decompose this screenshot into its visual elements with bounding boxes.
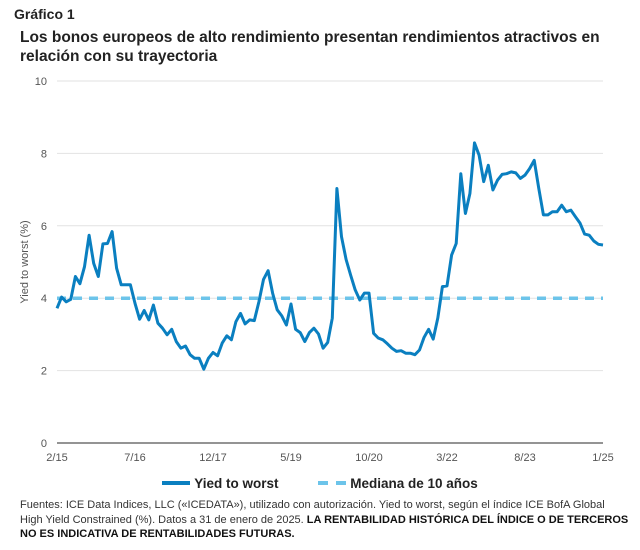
y-tick-label: 6: [41, 221, 47, 233]
x-tick-label: 12/17: [199, 452, 227, 464]
y-tick-label: 10: [35, 76, 47, 88]
footnote-text: Fuentes: ICE Data Indices, LLC («ICEDATA…: [20, 499, 605, 526]
y-tick-label: 8: [41, 148, 47, 160]
x-tick-label: 10/20: [355, 452, 383, 464]
legend-item-median: Mediana de 10 años: [318, 476, 478, 491]
legend: Yied to worst Mediana de 10 años: [0, 473, 640, 491]
x-tick-label: 5/19: [280, 452, 301, 464]
y-axis-label: Yied to worst (%): [19, 220, 31, 303]
chart-title: Los bonos europeos de alto rendimiento p…: [20, 29, 600, 65]
legend-label: Yied to worst: [194, 475, 279, 491]
x-tick-label: 2/15: [46, 452, 67, 464]
yield-to-worst-line: [55, 141, 604, 371]
legend-swatch-solid: [162, 481, 191, 485]
legend-item-ytw: Yied to worst: [162, 476, 278, 491]
line-chart: 0 2 4 6 8 10 2/15 7/16 12/17 5/19 10/20 3/22 8/23 1/2…: [19, 76, 614, 464]
x-tick-label: 3/22: [436, 452, 457, 464]
footnote-disclaimer: LA RENTABILIDAD HISTÓRICA DEL ÍNDICE O D…: [20, 513, 629, 541]
y-tick-label: 2: [41, 366, 47, 378]
x-tick-label: 8/23: [514, 452, 535, 464]
legend-swatch-dashed: [318, 481, 347, 485]
figure-label: Gráfico 1: [14, 6, 75, 22]
legend-label: Mediana de 10 años: [350, 475, 478, 491]
footnote: Fuentes: ICE Data Indices, LLC («ICEDATA…: [20, 498, 630, 542]
y-tick-label: 4: [41, 293, 47, 305]
x-tick-label: 7/16: [124, 452, 145, 464]
y-tick-label: 0: [41, 438, 47, 450]
x-tick-label: 1/25: [592, 452, 613, 464]
